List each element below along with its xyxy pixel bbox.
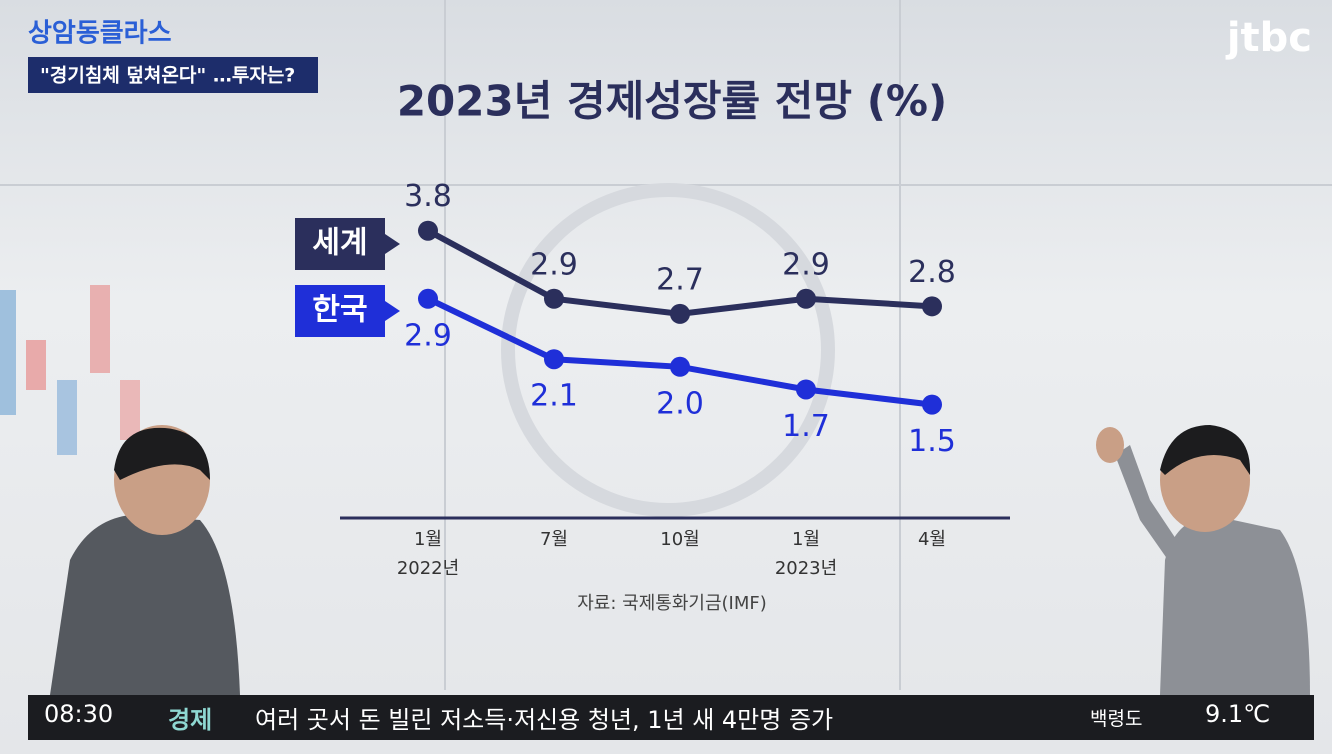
channel-logo: jtbc: [1225, 15, 1312, 61]
ticker-time: 08:30: [44, 700, 114, 728]
presenter-right-arm: [1115, 445, 1180, 570]
point: [796, 379, 816, 400]
point: [796, 288, 816, 309]
candle: [90, 285, 110, 373]
show-logo: 상암동클라스: [28, 19, 172, 49]
value-label: 3.8: [404, 179, 452, 214]
point: [544, 288, 564, 309]
x-tick-sublabel: 2023년: [775, 558, 837, 579]
presenters: [50, 425, 1310, 695]
legend-box: [295, 285, 400, 337]
value-label: 1.7: [782, 409, 830, 444]
x-tick-label: 1월: [792, 529, 820, 550]
point: [670, 303, 690, 324]
weather-place: 백령도: [1090, 708, 1143, 730]
weather-temperature: 9.1℃: [1205, 700, 1271, 728]
legend-label: 한국: [312, 293, 367, 328]
value-label: 2.0: [656, 386, 704, 421]
chart-title: 2023년 경제성장률 전망 (%): [397, 77, 947, 126]
x-tick-label: 1월: [414, 529, 442, 550]
presenter-right-hand: [1096, 427, 1124, 463]
caption: "경기침체 덮쳐온다" …투자는?: [40, 65, 295, 87]
value-label: 2.9: [782, 247, 830, 282]
legend-box: [295, 218, 400, 270]
backdrop: [0, 0, 1332, 690]
point: [670, 356, 690, 377]
point: [922, 296, 942, 317]
x-tick-label: 10월: [660, 529, 699, 550]
imf-seal: [501, 183, 835, 517]
value-label: 1.5: [908, 424, 956, 459]
point: [418, 288, 438, 309]
candle: [26, 340, 46, 390]
value-label: 2.1: [530, 379, 578, 414]
point: [544, 349, 564, 370]
x-tick-label: 7월: [540, 529, 568, 550]
x-tick-label: 4월: [918, 529, 946, 550]
candle: [57, 380, 77, 455]
candle: [0, 290, 16, 415]
ticker-bar: [28, 695, 1314, 740]
caption-box: [28, 57, 318, 93]
presenter-right-hair: [1160, 425, 1251, 475]
value-label: 2.7: [656, 262, 704, 297]
presenter-left-hair: [114, 427, 210, 480]
presenter-left: [50, 515, 240, 695]
candle: [120, 380, 140, 440]
point: [418, 220, 438, 241]
ticker-headline: 여러 곳서 돈 빌린 저소득·저신용 청년, 1년 새 4만명 증가: [255, 706, 834, 734]
x-tick-sublabel: 2022년: [397, 558, 459, 579]
point: [922, 394, 942, 415]
value-label: 2.9: [530, 247, 578, 282]
value-label: 2.8: [908, 255, 956, 290]
value-label: 2.9: [404, 318, 452, 353]
ticker-section: 경제: [168, 706, 213, 734]
legend-label: 세계: [312, 226, 367, 261]
presenter-right: [1160, 515, 1310, 695]
source: 자료: 국제통화기금(IMF): [577, 593, 767, 614]
